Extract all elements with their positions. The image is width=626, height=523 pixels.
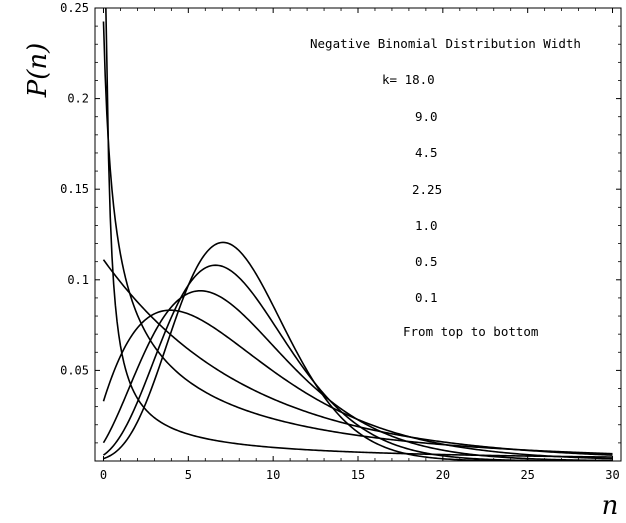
x-axis-title: n [602,491,619,521]
series-line-k-9 [103,264,613,461]
series-line-k-0-1 [105,8,613,458]
x-tick-label: 20 [436,468,450,482]
annotation-title: Negative Binomial Distribution Width [310,36,581,51]
y-tick-label: 0.15 [60,182,89,196]
annotation-k-0-1: 0.1 [415,290,438,305]
series-line-k-2-25 [102,309,613,460]
x-tick-label: 15 [351,468,365,482]
x-tick-label: 10 [266,468,280,482]
x-tick-label: 0 [100,468,107,482]
series-line-k-0-5 [102,21,613,455]
x-axis-ticks: 0 5 10 15 20 25 30 [100,8,620,482]
annotation-order-note: From top to bottom [403,324,538,339]
y-axis-ticks: 0.05 0.1 0.15 0.2 0.25 [60,1,621,444]
annotation-k-4-5: 4.5 [415,145,438,160]
annotation-k-18: k= 18.0 [382,72,435,87]
y-tick-label: 0.05 [60,363,89,377]
y-axis-title: P(n) [23,43,53,99]
x-tick-label: 25 [520,468,534,482]
annotation-k-1: 1.0 [415,218,438,233]
x-tick-label: 5 [185,468,192,482]
series-line-k-1 [102,259,613,456]
y-tick-label: 0.25 [60,1,89,15]
x-tick-label: 30 [605,468,619,482]
annotation-k-0-5: 0.5 [415,254,438,269]
annotation-k-2-25: 2.25 [412,182,442,197]
annotation-k-9: 9.0 [415,109,438,124]
series-curves [102,8,613,461]
series-line-k-18 [103,241,613,461]
y-tick-label: 0.1 [67,273,89,287]
y-tick-label: 0.2 [67,92,89,106]
plot-frame [94,7,622,462]
